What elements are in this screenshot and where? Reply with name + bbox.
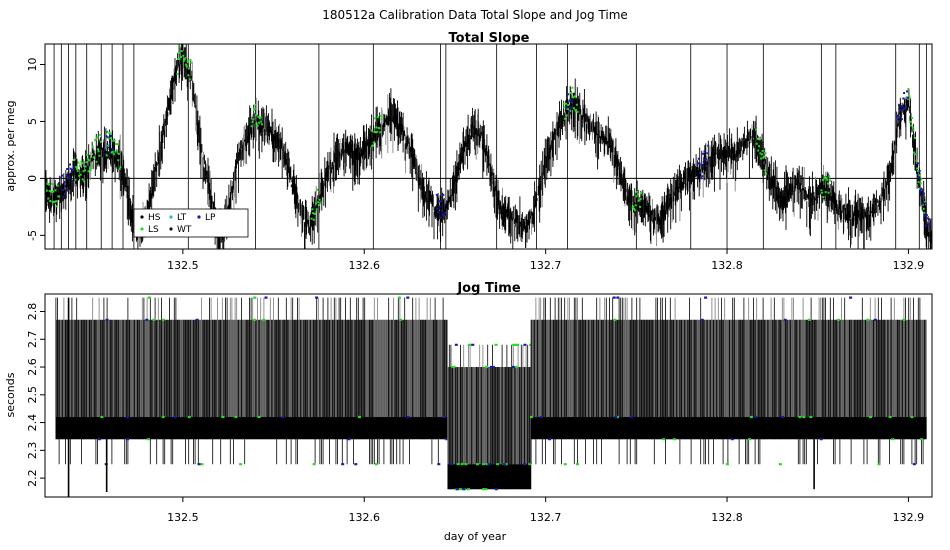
legend-marker-hs [140, 215, 144, 219]
calibration-points-lp [916, 162, 931, 227]
calibration-points-lp [435, 193, 447, 219]
total-slope-y-axis: -5 0 5 10 [26, 58, 45, 241]
calibration-points-lp [60, 163, 75, 198]
jog-time-x-axis: 132.5 132.6 132.7 132.8 132.9 [167, 497, 924, 524]
chart-legend: HS LT LP LS WT [133, 208, 249, 238]
x-tick-label: 132.9 [893, 259, 925, 272]
calibration-points-ls [755, 128, 768, 175]
calibration-points-ls [250, 103, 263, 128]
legend-label-ls: LS [148, 225, 159, 235]
legend-label-lp: LP [205, 213, 216, 223]
y-tick-label: 2.2 [26, 469, 39, 487]
jog-time-points-lp [539, 296, 916, 466]
jog-time-points-ls [100, 296, 402, 466]
jog-time-points-lp [450, 343, 527, 491]
jog-time-trace-grey [447, 344, 532, 490]
total-slope-trace-grey [50, 44, 930, 249]
x-tick-label: 132.7 [530, 259, 562, 272]
legend-label-wt: WT [177, 225, 192, 235]
y-tick-label: 2.7 [26, 331, 39, 349]
total-slope-x-axis: 132.5 132.6 132.7 132.8 132.9 [167, 249, 924, 272]
total-slope-title: Total Slope [449, 31, 530, 46]
y-tick-label: 2.5 [26, 386, 39, 404]
jog-time-dense-band [55, 417, 448, 440]
x-tick-label: 132.5 [167, 511, 199, 524]
jog-time-points-ls [530, 318, 924, 466]
total-slope-frame [44, 43, 933, 250]
total-slope-panel: Total Slope 132.5 132.6 132.7 132.8 132.9 -5… [4, 31, 933, 272]
y-tick-label: 0 [26, 175, 39, 182]
legend-marker-lp [197, 215, 201, 219]
jog-time-frame [44, 293, 933, 498]
x-tick-label: 132.7 [530, 511, 562, 524]
legend-label-hs: HS [148, 213, 161, 223]
y-tick-label: 2.4 [26, 414, 39, 432]
legend-box [133, 208, 249, 238]
y-tick-label: 2.6 [26, 358, 39, 376]
jog-time-title: Jog Time [456, 281, 520, 296]
calibration-points-ls [105, 131, 122, 170]
calibration-points-ls [370, 115, 383, 148]
x-axis-label: day of year [444, 530, 507, 543]
calibration-points-ls [45, 182, 61, 208]
y-tick-label: 2.8 [26, 303, 39, 321]
calibration-points-ls [176, 46, 193, 81]
x-tick-label: 132.8 [711, 259, 743, 272]
x-tick-label: 132.6 [348, 511, 380, 524]
jog-time-y-axis: 2.2 2.3 2.4 2.5 2.6 2.7 2.8 [26, 303, 45, 487]
jog-time-trace [448, 344, 530, 490]
jog-time-y-label: seconds [4, 372, 17, 417]
legend-marker-lt [169, 215, 173, 219]
jog-time-panel: Jog Time 132.5 132.6 132.7 132.8 132.9 2.22.… [4, 281, 933, 543]
jog-time-trace-grey [60, 297, 442, 440]
legend-label-lt: LT [177, 213, 187, 223]
y-tick-label: 2.3 [26, 442, 39, 460]
calibration-points-ls [310, 188, 322, 221]
y-tick-label: 5 [26, 118, 39, 125]
x-tick-label: 132.9 [893, 511, 925, 524]
jog-time-trace [530, 297, 926, 465]
calibration-points-ls [907, 88, 927, 214]
x-tick-label: 132.5 [167, 259, 199, 272]
calibration-points-ls [631, 190, 643, 212]
jog-time-trace [55, 297, 447, 465]
calibration-points-ls [820, 175, 832, 199]
calibration-points-lp [566, 93, 574, 113]
x-tick-label: 132.8 [711, 511, 743, 524]
x-tick-label: 132.6 [348, 259, 380, 272]
calibration-points-ls [73, 133, 102, 183]
jog-time-points-lp [98, 296, 449, 466]
jog-time-trace-grey [532, 297, 927, 440]
jog-time-points-ls [451, 343, 533, 491]
total-slope-y-label: approx. per meg [4, 100, 17, 191]
legend-marker-wt [169, 227, 173, 231]
calibration-points-lp [697, 144, 710, 180]
figure-title: 180512a Calibration Data Total Slope and… [322, 8, 628, 22]
legend-marker-ls [140, 227, 144, 231]
jog-time-plot-area [55, 296, 927, 497]
jog-time-dense-band [531, 417, 927, 440]
calibration-points-lp [896, 90, 909, 121]
y-tick-label: -5 [26, 230, 39, 241]
jog-time-dense-band [447, 464, 532, 490]
y-tick-label: 10 [26, 58, 39, 72]
